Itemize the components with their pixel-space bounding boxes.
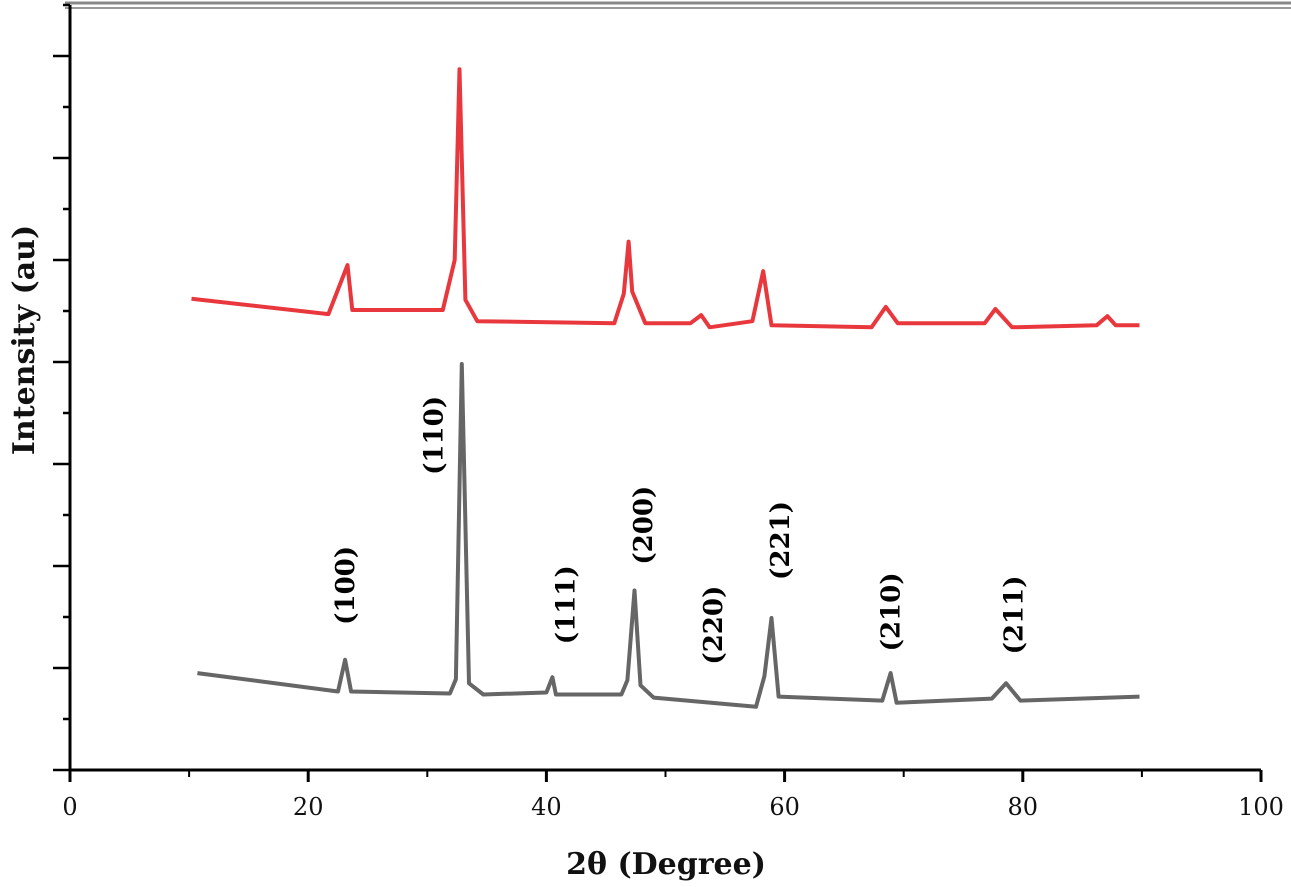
- peak-label: (111): [551, 565, 581, 644]
- peak-label: (200): [629, 486, 659, 565]
- peak-label: (221): [766, 501, 796, 580]
- x-tick-label: 100: [1238, 793, 1284, 821]
- peak-label: (110): [419, 396, 449, 475]
- y-axis-title: Intensity (au): [7, 225, 42, 455]
- x-tick-label: 20: [293, 793, 324, 821]
- x-tick-label: 60: [769, 793, 800, 821]
- peak-label: (220): [699, 586, 729, 665]
- series-group: [191, 67, 1140, 709]
- x-axis-title: 2θ (Degree): [566, 847, 766, 882]
- peak-label: (211): [999, 576, 1029, 655]
- x-tick-label: 80: [1008, 793, 1039, 821]
- upper-pattern-line: [191, 67, 1140, 330]
- peak-label: (210): [877, 572, 907, 651]
- lower-pattern-line: [197, 362, 1140, 709]
- axes: 0 20 40 60 80 100: [53, 3, 1284, 821]
- x-tick-label: 0: [62, 793, 77, 821]
- peak-label: (100): [331, 546, 361, 625]
- x-tick-label: 40: [531, 793, 562, 821]
- annotations: (100) (110) (111) (200) (220) (221) (210) (211): [331, 396, 1029, 665]
